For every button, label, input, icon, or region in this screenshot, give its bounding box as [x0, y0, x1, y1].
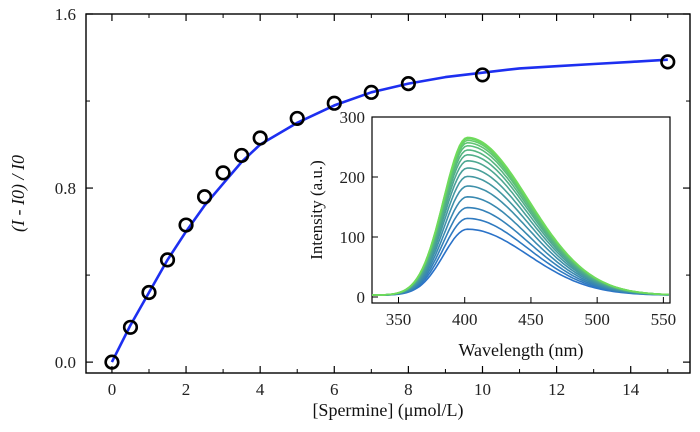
y-tick-label: 0.8 — [55, 179, 76, 198]
data-point — [252, 130, 268, 146]
main-plot-frame — [85, 13, 691, 374]
data-point — [159, 252, 176, 268]
inset-y-tick-label: 100 — [340, 228, 366, 247]
inset-x-tick-label: 550 — [651, 310, 677, 329]
main-plot: 0 2 4 6 8 10 12 14 0.0 0.8 1.6 [Spermine] (μmol/L) (… — [8, 5, 691, 421]
data-point — [196, 189, 213, 205]
x-tick-label: 8 — [404, 380, 413, 399]
data-point — [104, 354, 120, 370]
x-tick-label: 6 — [330, 380, 339, 399]
y-tick-label: 0.0 — [55, 353, 76, 372]
data-point — [234, 147, 250, 164]
x-tick-label: 4 — [256, 380, 265, 399]
spectrum-line — [372, 136, 669, 296]
data-point — [660, 54, 676, 70]
x-tick-label: 12 — [548, 380, 565, 399]
inset-x-tick-label: 400 — [452, 310, 478, 329]
y-axis-title: (I - I0) / I0 — [8, 155, 29, 232]
data-point — [474, 67, 491, 83]
x-tick-label: 0 — [108, 380, 117, 399]
inset-x-tick-label: 350 — [386, 310, 412, 329]
inset-y-tick-label: 200 — [340, 168, 366, 187]
data-point — [400, 76, 416, 92]
x-tick-label: 10 — [474, 380, 491, 399]
data-point — [289, 110, 305, 127]
data-point — [141, 284, 157, 301]
inset-y-axis-title: Intensity (a.u.) — [307, 160, 326, 260]
data-point — [363, 84, 379, 100]
data-point — [326, 95, 342, 111]
x-axis-title: [Spermine] (μmol/L) — [312, 400, 463, 421]
data-point — [215, 165, 231, 181]
inset-y-tick-label: 300 — [340, 108, 366, 127]
x-tick-label: 2 — [182, 380, 191, 399]
x-tick-label: 14 — [622, 380, 640, 399]
y-tick-label: 1.6 — [55, 5, 76, 24]
data-point — [178, 217, 194, 233]
data-point — [122, 319, 139, 335]
inset-y-tick-label: 0 — [357, 288, 366, 307]
inset-plot: 350 400 450 500 550 0 100 200 300 Wavelength (nm)… — [307, 108, 676, 361]
inset-x-tick-label: 500 — [584, 310, 610, 329]
inset-x-tick-label: 450 — [518, 310, 544, 329]
inset-x-axis-title: Wavelength (nm) — [458, 340, 583, 361]
